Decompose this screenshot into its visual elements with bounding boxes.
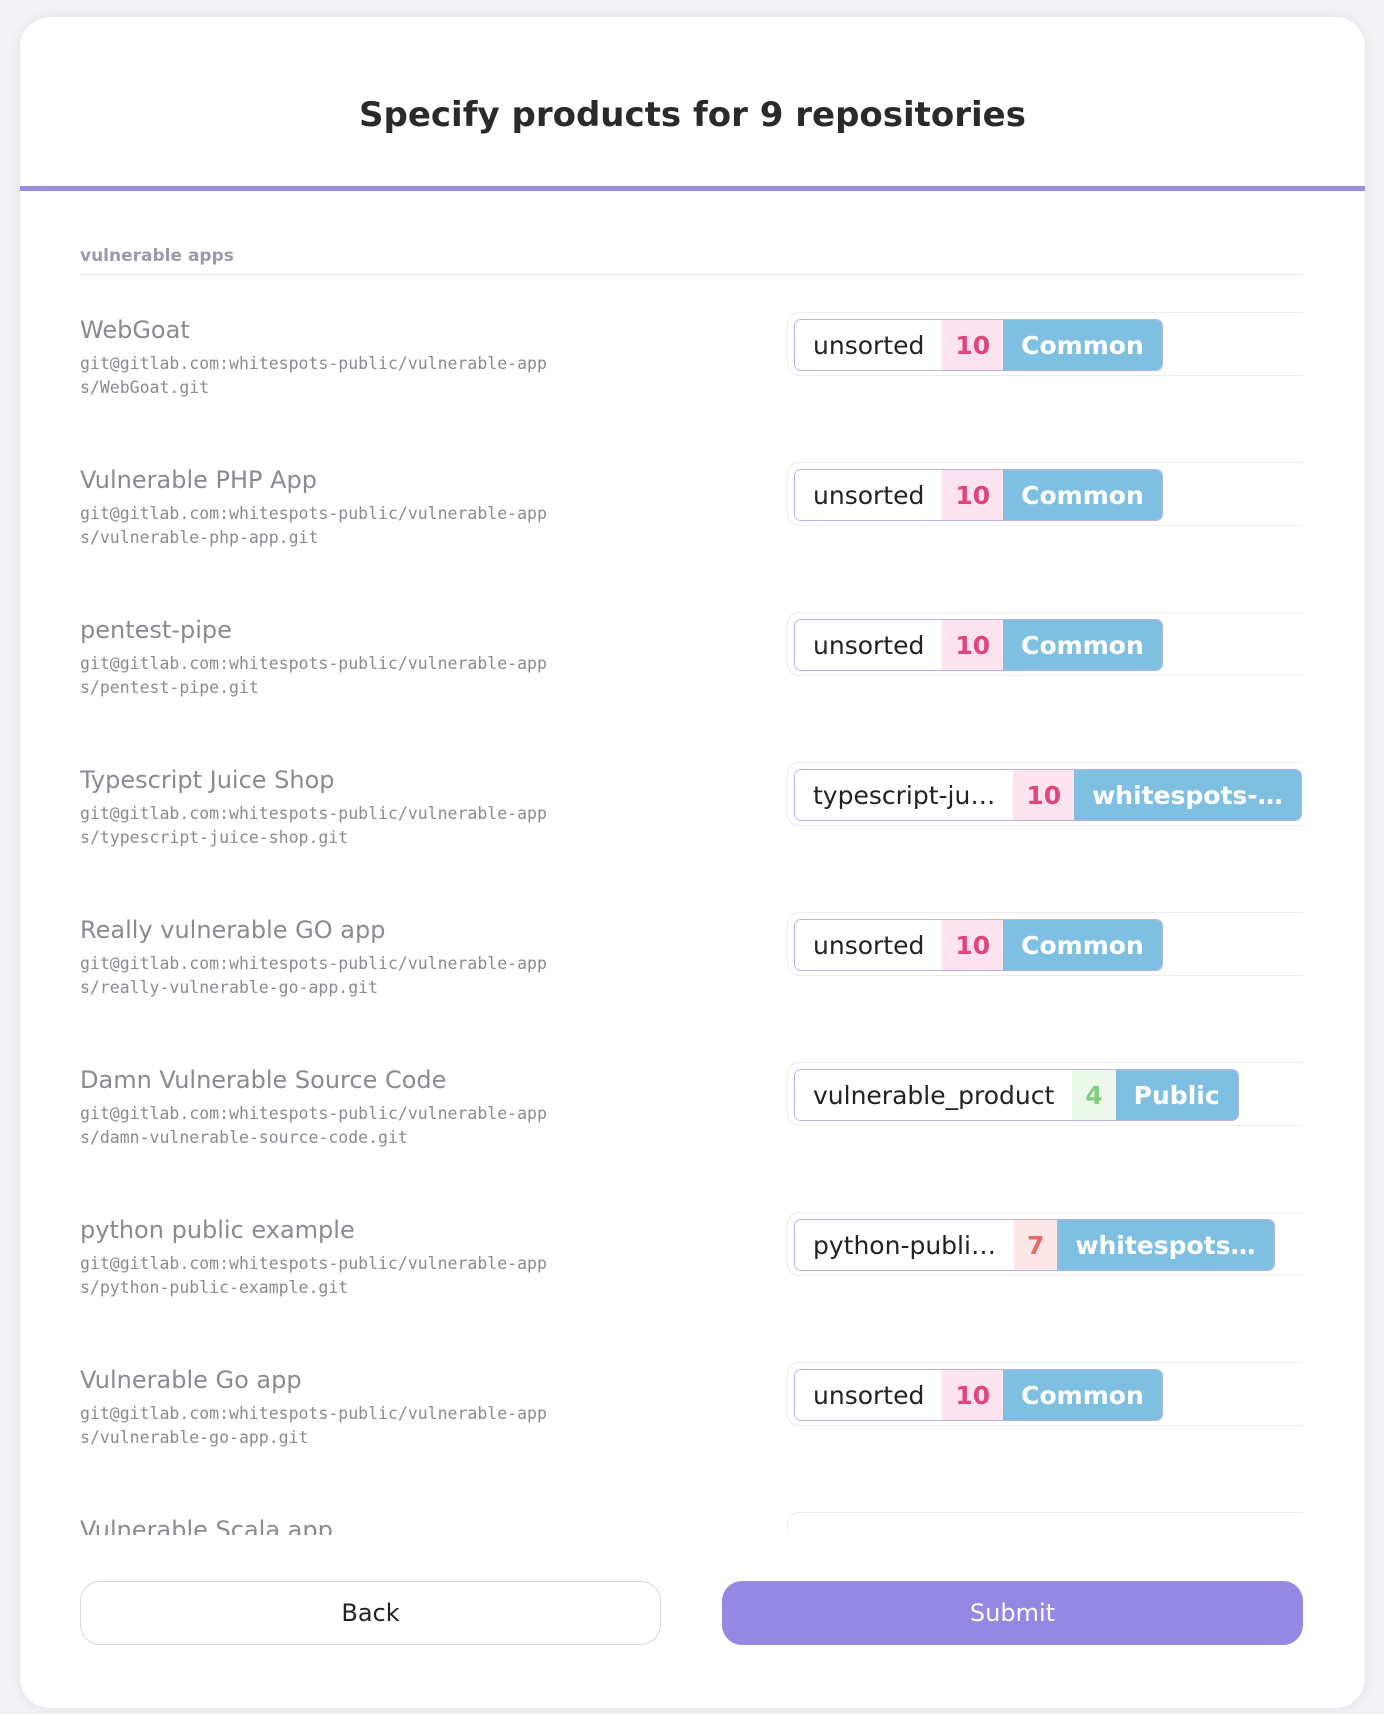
repo-url: git@gitlab.com:whitespots-public/vulnera… — [80, 804, 547, 847]
count-badge: 10 — [942, 1370, 1004, 1420]
product-name: python-publi… — [795, 1220, 1014, 1270]
repo-name: WebGoat — [80, 316, 190, 344]
repo-row: Typescript Juice Shop git@gitlab.com:whit… — [80, 752, 1303, 902]
product-selector[interactable]: unsorted 10 Common — [787, 912, 1303, 976]
team-badge: Common — [1003, 920, 1162, 970]
section-label: vulnerable apps — [80, 246, 1303, 275]
modal: Specify products for 9 repositories vuln… — [20, 17, 1365, 1708]
repo-name: Vulnerable PHP App — [80, 466, 318, 494]
team-badge: whitespots… — [1057, 1220, 1274, 1270]
repo-name: Really vulnerable GO app — [80, 916, 386, 944]
repo-name: python public example — [80, 1216, 355, 1244]
repo-name: Vulnerable Go app — [80, 1366, 302, 1394]
product-pill[interactable]: unsorted 10 Common — [794, 919, 1163, 971]
repo-name: Damn Vulnerable Source Code — [80, 1066, 447, 1094]
product-selector[interactable]: unsorted 10 Common — [787, 612, 1303, 676]
repo-list: WebGoat git@gitlab.com:whitespots-public/… — [80, 292, 1303, 1535]
count-badge: 10 — [942, 470, 1004, 520]
product-pill[interactable]: unsorted 10 Common — [794, 319, 1163, 371]
repo-url: git@gitlab.com:whitespots-public/vulnera… — [80, 1104, 547, 1147]
product-selector[interactable]: typescript-ju… 10 whitespots-… — [787, 762, 1303, 826]
repo-row: python public example git@gitlab.com:whit… — [80, 1202, 1303, 1352]
repo-row: Really vulnerable GO app git@gitlab.com:w… — [80, 902, 1303, 1052]
repo-url: git@gitlab.com:whitespots-public/vulnera… — [80, 1254, 547, 1297]
repo-url: git@gitlab.com:whitespots-public/vulnera… — [80, 354, 547, 397]
team-badge: Common — [1003, 620, 1162, 670]
repo-name: Typescript Juice Shop — [80, 766, 335, 794]
team-badge: Public — [1115, 1070, 1238, 1120]
back-button[interactable]: Back — [80, 1581, 661, 1645]
team-badge: whitespots-… — [1074, 770, 1301, 820]
count-badge: 10 — [1013, 770, 1075, 820]
submit-button[interactable]: Submit — [722, 1581, 1303, 1645]
divider — [20, 186, 1365, 191]
repo-row: WebGoat git@gitlab.com:whitespots-public/… — [80, 302, 1303, 452]
product-name: unsorted — [795, 1370, 943, 1420]
repo-row: Damn Vulnerable Source Code git@gitlab.co… — [80, 1052, 1303, 1202]
product-selector[interactable]: vulnerable_product 4 Public — [787, 1062, 1303, 1126]
repo-row: pentest-pipe git@gitlab.com:whitespots-pu… — [80, 602, 1303, 752]
product-pill[interactable]: python-publi… 7 whitespots… — [794, 1219, 1275, 1271]
product-pill[interactable]: unsorted 10 Common — [794, 1369, 1163, 1421]
team-badge: Common — [1003, 1370, 1162, 1420]
product-pill[interactable]: unsorted 10 Common — [794, 619, 1163, 671]
count-badge: 10 — [942, 920, 1004, 970]
repo-url: git@gitlab.com:whitespots-public/vulnera… — [80, 654, 547, 697]
product-pill[interactable]: vulnerable_product 4 Public — [794, 1069, 1239, 1121]
product-name: unsorted — [795, 620, 943, 670]
repo-url: git@gitlab.com:whitespots-public/vulnera… — [80, 504, 547, 547]
product-name: unsorted — [795, 470, 943, 520]
count-badge: 10 — [942, 320, 1004, 370]
repo-name: pentest-pipe — [80, 616, 232, 644]
team-badge: Common — [1003, 470, 1162, 520]
product-selector[interactable]: unsorted 10 Common — [787, 1362, 1303, 1426]
repo-row: Vulnerable Scala app — [80, 1502, 1303, 1535]
product-name: typescript-ju… — [795, 770, 1014, 820]
product-selector[interactable]: unsorted 10 Common — [787, 312, 1303, 376]
product-selector[interactable]: python-publi… 7 whitespots… — [787, 1212, 1303, 1276]
product-name: unsorted — [795, 320, 943, 370]
product-pill[interactable]: typescript-ju… 10 whitespots-… — [794, 769, 1302, 821]
repo-row: Vulnerable Go app git@gitlab.com:whitespo… — [80, 1352, 1303, 1502]
repo-row: Vulnerable PHP App git@gitlab.com:whitesp… — [80, 452, 1303, 602]
product-selector[interactable]: unsorted 10 Common — [787, 462, 1303, 526]
repo-url: git@gitlab.com:whitespots-public/vulnera… — [80, 1404, 547, 1447]
count-badge: 4 — [1072, 1070, 1116, 1120]
product-name: unsorted — [795, 920, 943, 970]
count-badge: 7 — [1013, 1220, 1058, 1270]
team-badge: Common — [1003, 320, 1162, 370]
product-name: vulnerable_product — [795, 1070, 1073, 1120]
product-selector[interactable] — [787, 1512, 1303, 1535]
repo-name: Vulnerable Scala app — [80, 1516, 333, 1535]
product-pill[interactable]: unsorted 10 Common — [794, 469, 1163, 521]
modal-title: Specify products for 9 repositories — [359, 95, 1026, 135]
repo-url: git@gitlab.com:whitespots-public/vulnera… — [80, 954, 547, 997]
count-badge: 10 — [942, 620, 1004, 670]
